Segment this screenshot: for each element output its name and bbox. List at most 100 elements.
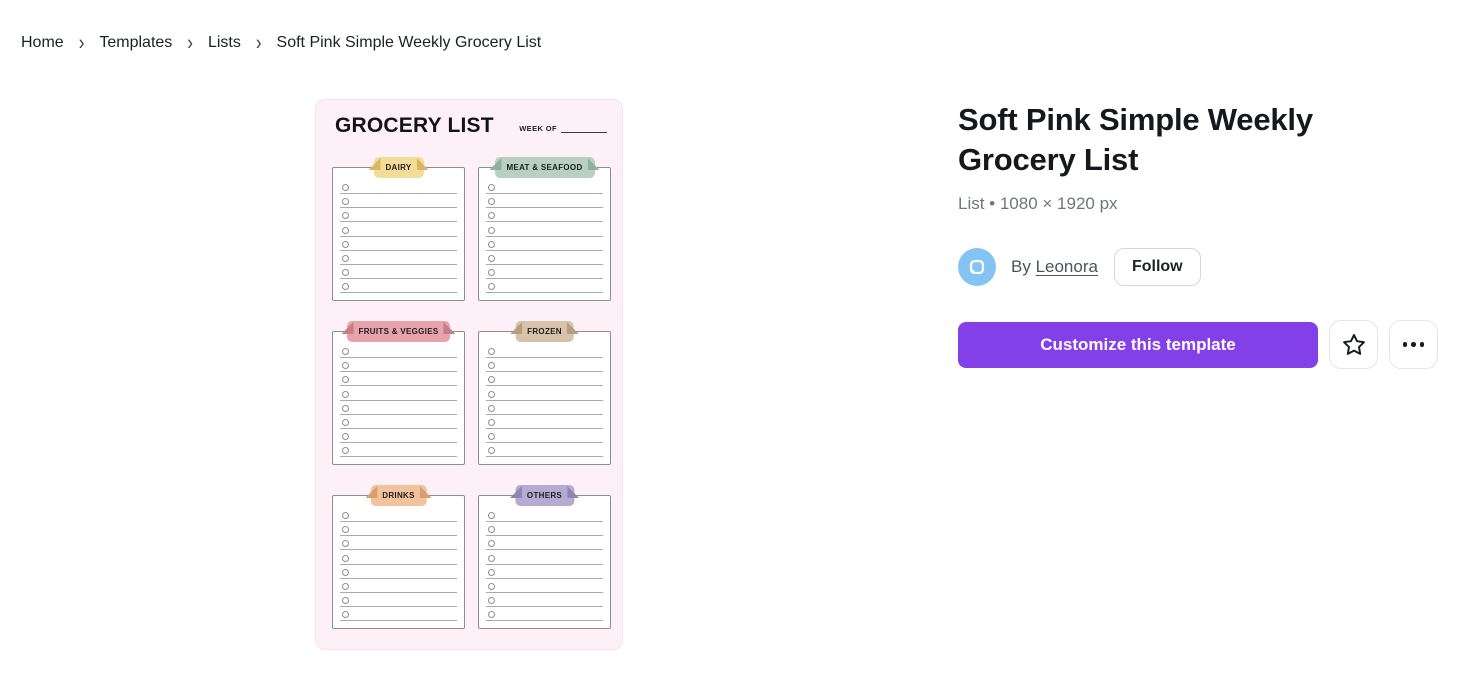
list-row [340, 358, 457, 373]
avatar[interactable] [958, 248, 996, 286]
checkbox-circle-icon [488, 432, 495, 440]
creator-badge-icon [969, 259, 985, 275]
list-row [340, 522, 457, 537]
checkbox-circle-icon [342, 184, 349, 192]
checkbox-circle-icon [342, 212, 349, 220]
list-row [486, 251, 603, 265]
list-row [340, 415, 457, 429]
checkbox-circle-icon [488, 447, 495, 454]
checkbox-circle-icon [342, 390, 349, 398]
section-box [478, 495, 611, 629]
section-frozen: FROZEN [478, 321, 611, 465]
checkbox-circle-icon [488, 268, 495, 276]
list-row [340, 208, 457, 223]
list-row [486, 443, 603, 457]
breadcrumb-item-lists[interactable]: Lists [207, 34, 241, 51]
template-preview-card[interactable]: GROCERY LIST WEEK OF DAIRY MEAT & SEAFOO… [315, 99, 623, 650]
list-row [486, 550, 603, 565]
checkbox-circle-icon [488, 254, 495, 262]
page-title: Soft Pink Simple Weekly Grocery List [958, 102, 1313, 177]
list-row [486, 372, 603, 387]
checkbox-circle-icon [342, 596, 349, 604]
checkbox-circle-icon [342, 568, 349, 576]
list-row [340, 386, 457, 401]
more-icon [1402, 342, 1425, 347]
breadcrumb: Home › Templates › Lists › Soft Pink Sim… [21, 30, 542, 55]
list-row [486, 194, 603, 209]
checkbox-circle-icon [342, 582, 349, 590]
more-options-button[interactable] [1389, 320, 1438, 369]
section-box [478, 331, 611, 465]
favorite-button[interactable] [1329, 320, 1378, 369]
checkbox-circle-icon [488, 611, 495, 618]
checkbox-circle-icon [488, 362, 495, 370]
checkbox-circle-icon [342, 240, 349, 248]
checkbox-circle-icon [488, 512, 495, 520]
section-box [332, 331, 465, 465]
checkbox-circle-icon [342, 404, 349, 412]
checkbox-circle-icon [342, 226, 349, 234]
checkbox-circle-icon [342, 611, 349, 618]
section-box [332, 167, 465, 301]
list-row [486, 579, 603, 593]
week-of-label: WEEK OF [519, 124, 557, 133]
breadcrumb-item-templates[interactable]: Templates [99, 34, 173, 51]
checkbox-circle-icon [488, 404, 495, 412]
checkbox-circle-icon [488, 540, 495, 548]
breadcrumb-item-home[interactable]: Home [21, 34, 64, 51]
checkbox-circle-icon [342, 540, 349, 548]
list-row [486, 536, 603, 551]
author-attribution: By Leonora [1011, 257, 1098, 277]
list-row [486, 358, 603, 373]
list-row [486, 265, 603, 279]
star-icon [1342, 333, 1365, 355]
section-tab: FRUITS & VEGGIES [346, 321, 451, 342]
by-label: By [1011, 257, 1036, 276]
list-row [486, 237, 603, 251]
section-drinks: DRINKS [332, 485, 465, 629]
preview-grocery-list-title: GROCERY LIST [335, 114, 494, 137]
section-tab: MEAT & SEAFOOD [494, 157, 595, 178]
customize-template-button[interactable]: Customize this template [958, 321, 1318, 368]
author-link[interactable]: Leonora [1035, 257, 1098, 276]
section-others: OTHERS [478, 485, 611, 629]
list-row [340, 607, 457, 621]
list-row [486, 279, 603, 293]
checkbox-circle-icon [488, 596, 495, 604]
list-row [486, 344, 603, 359]
list-row [486, 607, 603, 621]
list-row [340, 536, 457, 551]
section-box [478, 167, 611, 301]
checkbox-circle-icon [488, 348, 495, 356]
list-row [486, 565, 603, 579]
checkbox-circle-icon [488, 198, 495, 206]
checkbox-circle-icon [342, 348, 349, 356]
list-row [340, 194, 457, 209]
section-fruits-veggies: FRUITS & VEGGIES [332, 321, 465, 465]
section-tab: DRINKS [370, 485, 427, 506]
checkbox-circle-icon [488, 390, 495, 398]
follow-button[interactable]: Follow [1113, 248, 1201, 286]
list-row [486, 508, 603, 523]
checkbox-circle-icon [342, 512, 349, 520]
week-of-blank-line [561, 126, 607, 133]
checkbox-circle-icon [342, 376, 349, 384]
checkbox-circle-icon [342, 447, 349, 454]
checkbox-circle-icon [488, 568, 495, 576]
checkbox-circle-icon [488, 226, 495, 234]
preview-header: GROCERY LIST WEEK OF [316, 100, 622, 138]
checkbox-circle-icon [488, 526, 495, 534]
checkbox-circle-icon [488, 418, 495, 426]
list-row [486, 401, 603, 415]
list-row [340, 593, 457, 607]
section-dairy: DAIRY [332, 157, 465, 301]
list-row [340, 550, 457, 565]
checkbox-circle-icon [488, 283, 495, 290]
list-row [340, 508, 457, 523]
preview-week-of: WEEK OF [519, 124, 607, 133]
list-row [340, 279, 457, 293]
breadcrumb-current-page: Soft Pink Simple Weekly Grocery List [276, 34, 542, 51]
preview-sections-grid: DAIRY MEAT & SEAFOOD FRUITS & VEGGIES FR… [332, 157, 611, 629]
chevron-right-icon: › [187, 30, 193, 55]
checkbox-circle-icon [342, 254, 349, 262]
